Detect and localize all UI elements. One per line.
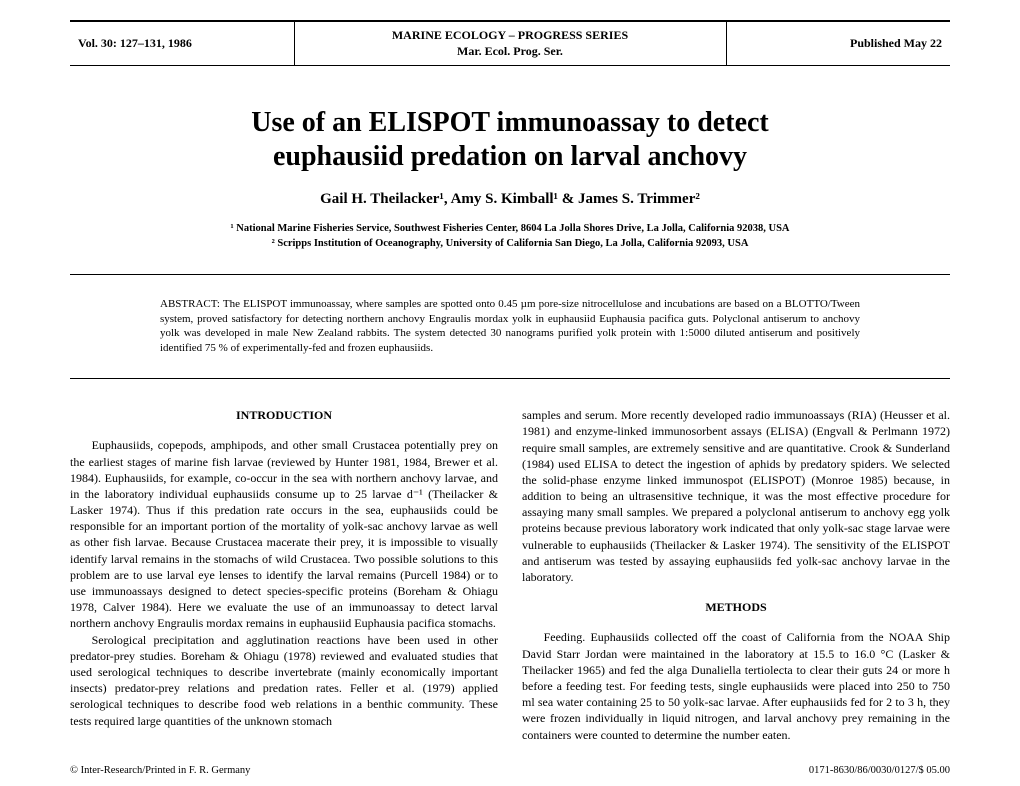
methods-paragraph-1: Feeding. Euphausiids collected off the c…: [522, 629, 950, 742]
affiliation-1: ¹ National Marine Fisheries Service, Sou…: [70, 222, 950, 237]
page-container: Vol. 30: 127–131, 1986 MARINE ECOLOGY – …: [70, 0, 950, 786]
rule-bottom: [70, 378, 950, 379]
journal-title-block: MARINE ECOLOGY – PROGRESS SERIES Mar. Ec…: [294, 22, 727, 65]
title-block: Use of an ELISPOT immunoassay to detect …: [70, 106, 950, 252]
rule-top: [70, 274, 950, 275]
copyright: © Inter-Research/Printed in F. R. German…: [70, 765, 250, 776]
methods-heading: METHODS: [522, 599, 950, 615]
affiliations: ¹ National Marine Fisheries Service, Sou…: [70, 222, 950, 251]
column-left: INTRODUCTION Euphausiids, copepods, amph…: [70, 407, 498, 743]
page-footer: © Inter-Research/Printed in F. R. German…: [70, 765, 950, 776]
body-columns: INTRODUCTION Euphausiids, copepods, amph…: [70, 407, 950, 743]
intro-paragraph-1: Euphausiids, copepods, amphipods, and ot…: [70, 437, 498, 631]
journal-title: MARINE ECOLOGY – PROGRESS SERIES: [303, 28, 718, 44]
journal-header: Vol. 30: 127–131, 1986 MARINE ECOLOGY – …: [70, 20, 950, 66]
abstract-block: ABSTRACT: The ELISPOT immunoassay, where…: [160, 297, 860, 356]
affiliation-2: ² Scripps Institution of Oceanography, U…: [70, 237, 950, 252]
authors: Gail H. Theilacker¹, Amy S. Kimball¹ & J…: [70, 191, 950, 208]
issn-price: 0171-8630/86/0030/0127/$ 05.00: [809, 765, 950, 776]
abstract-label: ABSTRACT:: [160, 298, 220, 310]
column-right: samples and serum. More recently develop…: [522, 407, 950, 743]
journal-abbrev: Mar. Ecol. Prog. Ser.: [303, 44, 718, 60]
right-continuation: samples and serum. More recently develop…: [522, 407, 950, 585]
intro-heading: INTRODUCTION: [70, 407, 498, 423]
volume-info: Vol. 30: 127–131, 1986: [70, 30, 294, 57]
article-title: Use of an ELISPOT immunoassay to detect …: [70, 106, 950, 173]
abstract-text: The ELISPOT immunoassay, where samples a…: [160, 298, 860, 355]
intro-paragraph-2: Serological precipitation and agglutinat…: [70, 632, 498, 729]
publish-date: Published May 22: [727, 30, 951, 57]
title-line-1: Use of an ELISPOT immunoassay to detect: [251, 107, 769, 138]
title-line-2: euphausiid predation on larval anchovy: [273, 141, 747, 172]
